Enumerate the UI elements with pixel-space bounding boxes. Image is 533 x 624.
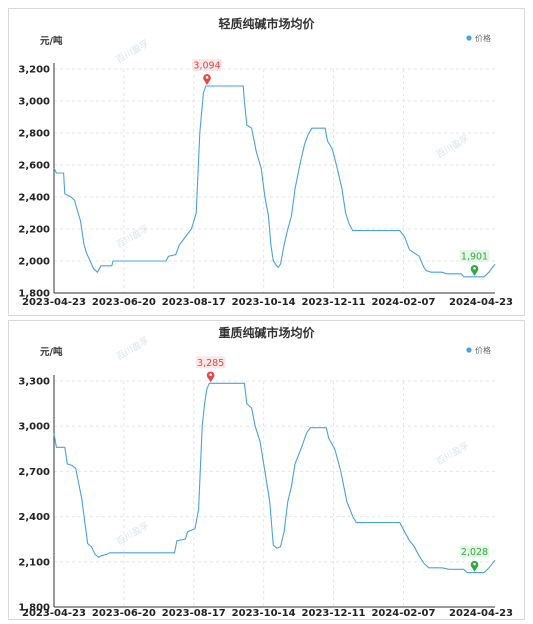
- watermark-text: 百川盈孚: [114, 519, 151, 547]
- min-value-marker-icon[interactable]: [470, 265, 479, 276]
- min-value-label: 1,901: [461, 251, 488, 262]
- y-tick-label: 2,000: [18, 257, 50, 268]
- x-tick-label: 2024-02-07: [371, 297, 435, 308]
- x-tick-label: 2023-10-14: [232, 608, 296, 619]
- y-tick-label: 1,800: [18, 289, 50, 300]
- y-axis-unit-label: 元/吨: [40, 346, 63, 358]
- y-tick-label: 1,800: [18, 603, 50, 614]
- legend-marker[interactable]: [466, 347, 472, 353]
- max-value-marker-icon[interactable]: [203, 74, 211, 85]
- max-value-marker-icon[interactable]: [206, 371, 215, 383]
- chart-title: 重质纯碱市场均价: [218, 325, 315, 340]
- x-tick-label: 2024-02-07: [371, 608, 435, 619]
- y-tick-label: 2,400: [18, 512, 50, 523]
- max-marker-dot: [209, 373, 212, 376]
- min-value-label: 2,028: [461, 547, 488, 558]
- legend-label[interactable]: 价格: [475, 345, 491, 355]
- x-tick-label: 2023-04-23: [22, 297, 86, 308]
- min-value-label-bg: [459, 249, 490, 262]
- y-tick-label: 2,100: [18, 557, 50, 568]
- y-tick-label: 3,000: [18, 97, 50, 108]
- chart-panel-light-soda-ash: 百川盈孚 百川盈孚 百川盈孚 轻质纯碱市场均价 元/吨 价格 1,800 2,000 2,200…: [8, 8, 525, 316]
- max-value-label: 3,094: [193, 60, 220, 71]
- x-tick-label: 2024-04-23: [449, 608, 513, 619]
- watermark-text: 百川盈孚: [114, 222, 151, 250]
- series-line-price[interactable]: [53, 85, 496, 278]
- y-tick-label: 2,600: [18, 161, 50, 172]
- y-axis-unit-label: 元/吨: [40, 35, 63, 47]
- x-tick-label: 2023-10-14: [232, 297, 296, 308]
- watermark-text: 百川盈孚: [434, 132, 471, 160]
- chart-panel-dense-soda-ash: 百川盈孚 百川盈孚 百川盈孚 重质纯碱市场均价 元/吨 价格 1,800 2,100 2,400…: [8, 320, 525, 620]
- x-tick-label: 2023-08-17: [162, 297, 226, 308]
- y-tick-label: 3,300: [18, 377, 50, 388]
- watermark-text: 百川盈孚: [114, 37, 151, 65]
- y-tick-label: 2,400: [18, 193, 50, 204]
- x-tick-label: 2023-06-20: [92, 608, 156, 619]
- min-value-label-bg: [459, 545, 490, 558]
- legend-label[interactable]: 价格: [475, 33, 491, 43]
- chart-title: 轻质纯碱市场均价: [218, 16, 315, 31]
- y-tick-label: 3,200: [18, 65, 50, 76]
- x-tick-label: 2023-12-11: [302, 608, 366, 619]
- min-marker-dot: [473, 266, 476, 270]
- x-tick-label: 2023-08-17: [162, 608, 226, 619]
- y-tick-label: 3,000: [18, 422, 50, 433]
- max-marker-dot: [205, 76, 209, 79]
- watermark-text: 百川盈孚: [434, 439, 471, 467]
- x-tick-label: 2023-06-20: [92, 297, 156, 308]
- y-tick-label: 2,200: [18, 225, 50, 236]
- x-tick-label: 2024-04-23: [449, 297, 513, 308]
- max-value-label-bg: [192, 58, 223, 71]
- y-tick-label: 2,700: [18, 467, 50, 478]
- series-line-price[interactable]: [53, 382, 496, 574]
- max-value-label: 3,285: [197, 358, 224, 369]
- min-value-marker-icon[interactable]: [470, 560, 479, 572]
- y-tick-label: 2,800: [18, 129, 50, 140]
- min-marker-dot: [473, 562, 476, 566]
- legend-marker[interactable]: [466, 35, 472, 41]
- x-tick-label: 2023-12-11: [302, 297, 366, 308]
- watermark-text: 百川盈孚: [114, 334, 151, 362]
- max-value-label-bg: [195, 356, 226, 369]
- x-tick-label: 2023-04-23: [22, 608, 86, 619]
